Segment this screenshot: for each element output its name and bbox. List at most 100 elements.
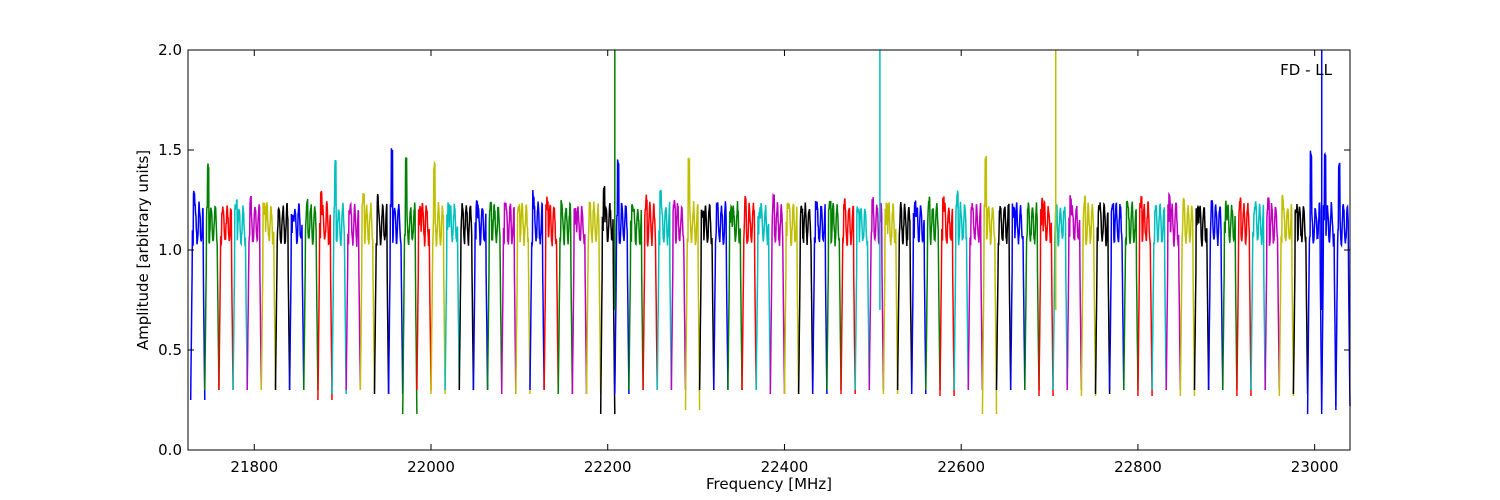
y-tick-label: 1.0: [158, 241, 182, 259]
y-tick-label: 0.0: [158, 441, 182, 459]
channel-series-line: [189, 190, 206, 401]
channel-series-line: [995, 203, 1012, 391]
channel-series-line: [939, 196, 955, 397]
channel-series-line: [444, 202, 461, 391]
channel-series-line: [303, 198, 319, 391]
channel-series-line: [218, 205, 234, 391]
y-tick-label: 2.0: [158, 41, 182, 59]
channel-series-line: [713, 201, 729, 391]
channel-series-line: [1151, 203, 1167, 391]
channel-series-line: [896, 202, 913, 391]
channel-series-line: [1222, 200, 1238, 391]
channel-series-line: [500, 202, 517, 395]
x-tick-label: 22000: [407, 458, 455, 476]
channel-series-line: [515, 202, 531, 395]
x-axis-label: Frequency [MHz]: [706, 475, 832, 493]
y-tick-label: 1.5: [158, 141, 182, 159]
channel-series-line: [288, 203, 305, 391]
channel-series-line: [585, 201, 602, 395]
channel-series-line: [1165, 191, 1182, 391]
channel-series-line: [811, 200, 828, 395]
channel-series-line: [670, 199, 687, 391]
channel-series-line: [1123, 200, 1139, 391]
channel-series-line: [642, 194, 658, 391]
x-tick-label: 21800: [230, 458, 278, 476]
channel-series-line: [557, 200, 574, 395]
channel-series-line: [741, 195, 757, 391]
x-axis-ticks: 21800 22000 22200 22400 22600 22800 23000: [230, 50, 1339, 476]
channel-series-line: [783, 202, 800, 395]
y-tick-label: 0.5: [158, 341, 182, 359]
y-axis-label: Amplitude [arbitrary units]: [134, 150, 152, 350]
channel-series-line: [656, 189, 673, 391]
channel-series-line: [345, 201, 362, 391]
channel-series-line: [1278, 194, 1295, 397]
channel-series-line: [416, 202, 432, 391]
channel-series-line: [317, 190, 333, 401]
channel-series-line: [614, 159, 630, 395]
x-tick-label: 22800: [1114, 458, 1162, 476]
channel-series-line: [953, 190, 970, 391]
channel-series-line: [882, 201, 899, 395]
channel-series-line: [1080, 195, 1097, 397]
channel-series-line: [1009, 202, 1026, 391]
channel-series-line: [1193, 204, 1210, 391]
channel-series-line: [401, 157, 418, 415]
channel-series-line: [274, 202, 291, 391]
channel-series-line: [204, 163, 220, 391]
channel-series-line: [472, 200, 489, 391]
channel-series-line: [529, 190, 545, 391]
channel-series-line: [1038, 197, 1054, 397]
chart-annotation: FD - LL: [1280, 61, 1332, 79]
x-tick-label: 22200: [584, 458, 632, 476]
channel-series-line: [769, 192, 786, 395]
channel-series-line: [840, 198, 856, 395]
channel-series-line: [387, 148, 404, 395]
channel-series-line: [910, 200, 927, 395]
channel-series-line: [232, 198, 248, 391]
channel-series-line: [1207, 200, 1224, 391]
channel-series-line: [331, 159, 347, 395]
channel-series-line: [1292, 204, 1309, 395]
channel-series-line: [868, 197, 885, 391]
channel-series-line: [967, 203, 984, 391]
channel-series-line: [727, 201, 743, 391]
channel-series-line: [1236, 197, 1252, 397]
channel-series-line: [797, 202, 814, 395]
channel-series-line: [1108, 202, 1125, 391]
channel-series-line: [1306, 150, 1323, 415]
channel-series-line: [260, 202, 277, 391]
x-tick-label: 22400: [761, 458, 809, 476]
channel-series-line: [458, 203, 475, 391]
channel-series-line: [698, 203, 715, 391]
channel-series-line: [486, 201, 503, 391]
channel-series-line: [925, 196, 941, 391]
channel-series-line: [854, 206, 871, 391]
channel-series-line: [755, 203, 772, 391]
channel-series-line: [1179, 197, 1196, 397]
channel-series-line: [543, 196, 559, 391]
x-tick-label: 22600: [937, 458, 985, 476]
channel-series-line: [1335, 162, 1351, 407]
channel-series-line: [1024, 202, 1040, 391]
channel-series-line: [571, 205, 588, 395]
channel-series-line: [373, 193, 390, 395]
channel-series-line: [1320, 151, 1337, 411]
channel-series-line: [430, 160, 446, 395]
channel-series-line: [1137, 196, 1153, 397]
y-axis-ticks: 0.0 0.5 1.0 1.5 2.0: [158, 41, 1350, 459]
channel-series-line: [981, 155, 998, 415]
spike-group: [614, 50, 1323, 310]
series-group: [189, 148, 1351, 415]
channel-series-line: [1066, 195, 1083, 391]
channel-series-line: [599, 185, 616, 415]
x-tick-label: 23000: [1291, 458, 1339, 476]
channel-series-line: [1250, 201, 1266, 391]
channel-series-line: [1264, 197, 1281, 391]
channel-series-line: [359, 192, 376, 391]
channel-series-line: [826, 200, 842, 391]
channel-series-line: [628, 204, 644, 391]
channel-series-line: [1094, 201, 1111, 395]
channel-series-line: [246, 196, 263, 391]
